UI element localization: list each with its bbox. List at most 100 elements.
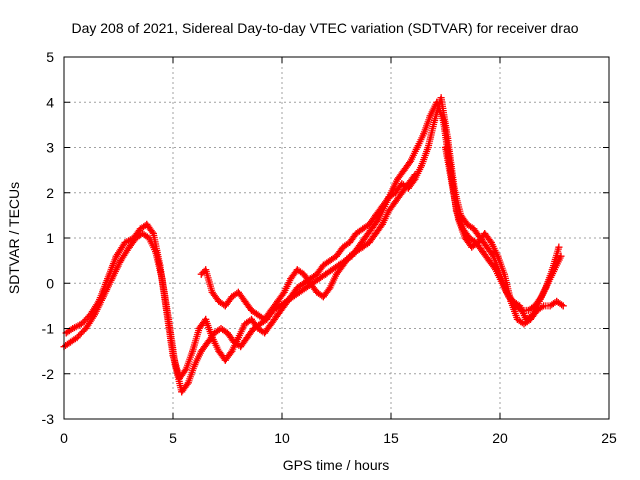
data-point bbox=[461, 234, 469, 242]
data-point bbox=[361, 234, 369, 242]
data-point bbox=[189, 347, 197, 355]
y-tick-label: 4 bbox=[46, 94, 54, 110]
data-point bbox=[372, 230, 380, 237]
data-point bbox=[313, 288, 321, 296]
y-axis-label: SDTVAR / TECUs bbox=[6, 182, 22, 294]
data-point bbox=[280, 288, 288, 296]
data-point bbox=[82, 325, 90, 332]
data-point bbox=[474, 239, 482, 246]
data-point bbox=[125, 243, 133, 251]
data-point bbox=[398, 180, 406, 188]
data-point bbox=[407, 157, 415, 165]
data-point bbox=[559, 302, 567, 310]
plus-markers bbox=[197, 171, 419, 323]
data-point bbox=[481, 230, 489, 237]
data-point bbox=[248, 315, 255, 323]
y-tick-label: -2 bbox=[42, 366, 55, 382]
data-point bbox=[241, 320, 249, 328]
data-point bbox=[254, 325, 262, 332]
data-point bbox=[494, 252, 502, 260]
data-point bbox=[548, 266, 556, 274]
data-point bbox=[516, 302, 524, 310]
data-point bbox=[130, 234, 138, 242]
y-tick-label: -3 bbox=[42, 411, 55, 427]
y-tick-label: 2 bbox=[46, 185, 54, 201]
data-point bbox=[267, 306, 275, 314]
data-point bbox=[555, 243, 563, 251]
data-point bbox=[241, 297, 249, 305]
data-point bbox=[424, 144, 432, 151]
data-point bbox=[328, 266, 336, 274]
series-trace-d bbox=[442, 144, 567, 328]
data-point bbox=[287, 293, 295, 301]
data-point bbox=[352, 248, 360, 256]
data-point bbox=[378, 220, 386, 228]
data-point bbox=[352, 230, 360, 237]
data-point bbox=[234, 334, 242, 342]
data-point bbox=[448, 180, 456, 188]
data-point bbox=[197, 270, 205, 278]
data-point bbox=[413, 144, 421, 151]
data-point bbox=[69, 325, 77, 332]
data-point bbox=[385, 193, 393, 201]
data-point bbox=[191, 361, 199, 369]
data-point bbox=[527, 315, 534, 323]
data-point bbox=[197, 347, 205, 355]
data-point bbox=[411, 171, 419, 179]
y-tick-label: 1 bbox=[46, 230, 54, 246]
data-point bbox=[315, 275, 323, 283]
x-axis-label: GPS time / hours bbox=[283, 457, 390, 473]
data-point bbox=[418, 162, 425, 170]
x-tick-label: 15 bbox=[383, 430, 399, 446]
chart-title: Day 208 of 2021, Sidereal Day-to-day VTE… bbox=[71, 20, 578, 36]
data-point bbox=[208, 334, 216, 342]
data-point bbox=[117, 257, 125, 265]
x-tick-labels: 0 5 10 15 20 25 bbox=[60, 430, 617, 446]
data-point bbox=[163, 306, 170, 314]
data-point bbox=[67, 338, 74, 346]
data-point bbox=[322, 270, 330, 278]
data-point bbox=[365, 220, 373, 228]
data-point bbox=[228, 293, 236, 301]
data-point bbox=[300, 279, 308, 287]
data-point bbox=[112, 252, 120, 260]
data-point bbox=[280, 302, 288, 310]
data-point bbox=[169, 352, 177, 360]
y-tick-label: 0 bbox=[46, 275, 54, 291]
data-point bbox=[520, 320, 528, 328]
data-point bbox=[487, 239, 495, 246]
data-point bbox=[300, 270, 308, 278]
data-point bbox=[287, 275, 295, 283]
y-tick-label: 3 bbox=[46, 140, 54, 156]
data-point bbox=[319, 261, 327, 269]
data-point bbox=[479, 248, 487, 256]
data-point bbox=[346, 239, 354, 246]
data-point bbox=[228, 347, 236, 355]
x-tick-label: 0 bbox=[60, 430, 68, 446]
data-point bbox=[394, 175, 401, 183]
data-point bbox=[261, 315, 269, 323]
data-point bbox=[136, 225, 144, 233]
data-point bbox=[215, 297, 223, 305]
data-point bbox=[274, 311, 282, 319]
data-point bbox=[326, 284, 334, 292]
data-point bbox=[391, 198, 399, 206]
data-point bbox=[442, 144, 449, 151]
data-point bbox=[378, 202, 386, 210]
data-point bbox=[215, 347, 223, 355]
data-point bbox=[254, 311, 262, 319]
data-point bbox=[121, 239, 129, 246]
data-point bbox=[73, 334, 81, 342]
data-point bbox=[176, 374, 183, 382]
data-point bbox=[319, 293, 327, 301]
data-point bbox=[420, 130, 428, 138]
x-tick-label: 25 bbox=[601, 430, 617, 446]
data-point bbox=[86, 311, 94, 319]
data-point bbox=[224, 329, 231, 337]
data-point bbox=[77, 320, 85, 328]
data-point bbox=[463, 220, 471, 228]
data-point bbox=[535, 297, 543, 305]
data-point bbox=[221, 302, 229, 310]
data-point bbox=[313, 270, 321, 278]
